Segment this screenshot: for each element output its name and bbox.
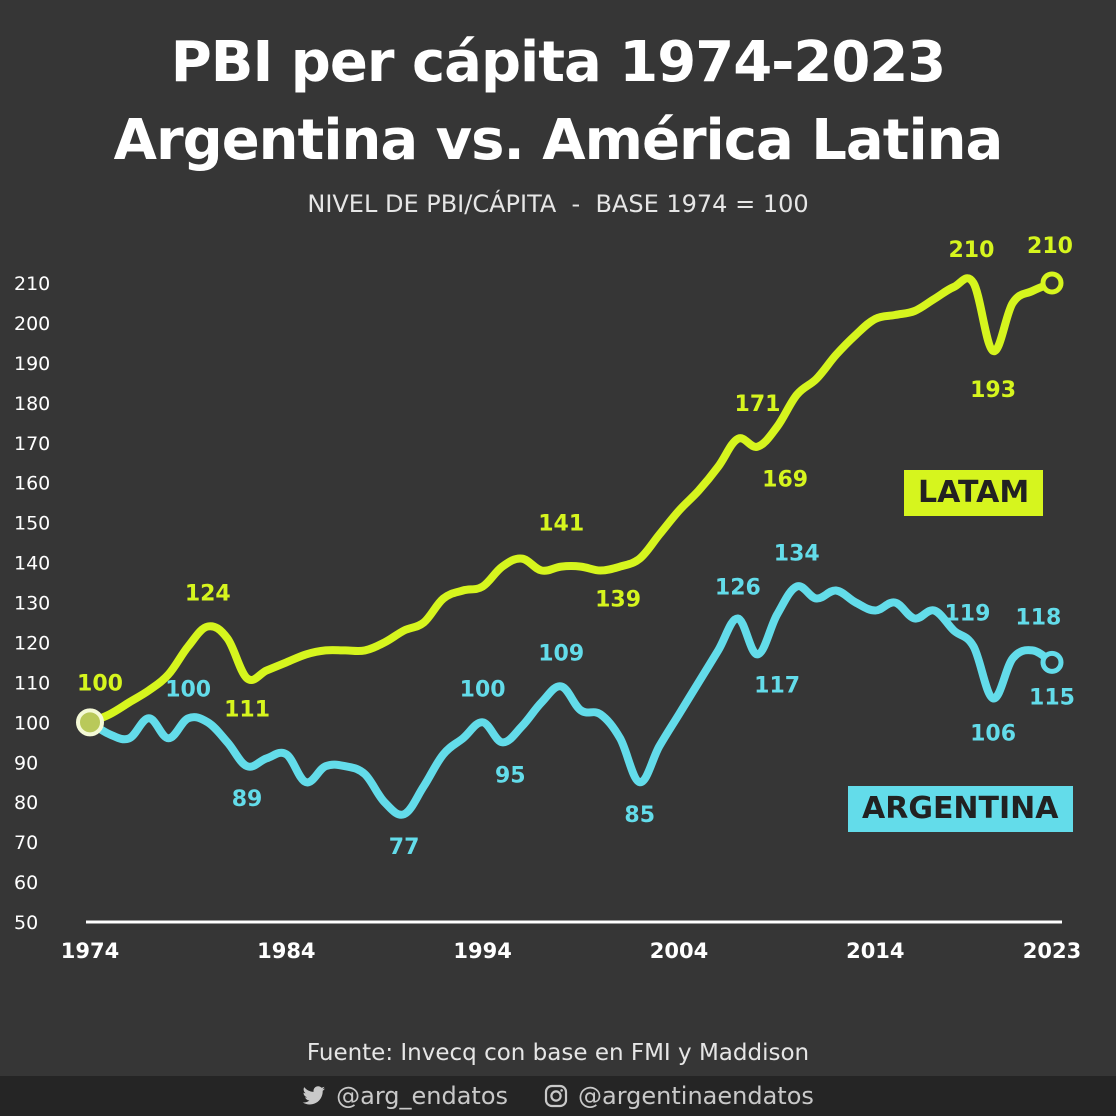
series-line-latam [86,274,1056,727]
instagram-handle[interactable]: @argentinaendatos [544,1082,814,1110]
y-tick-label: 70 [14,832,38,854]
data-label-latam: 141 [538,512,584,537]
y-tick-label: 150 [14,513,50,535]
y-tick-label: 200 [14,313,50,335]
data-label-argentina: 89 [232,787,263,812]
y-tick-label: 170 [14,433,50,455]
data-label-latam: 100 [77,671,123,696]
data-label-argentina: 95 [495,763,526,788]
twitter-handle-text: @arg_endatos [336,1082,509,1110]
chart-title-line2: Argentina vs. América Latina [113,108,1004,173]
y-tick-label: 160 [14,473,50,495]
data-label-latam: 171 [735,392,781,417]
source-note: Fuente: Invecq con base en FMI y Maddiso… [306,1040,810,1066]
y-tick-label: 210 [14,273,50,295]
data-label-argentina: 109 [538,641,584,666]
data-label-latam: 210 [949,238,995,263]
y-tick-label: 180 [14,393,50,415]
start-marker [76,708,104,737]
data-label-argentina: 134 [774,542,820,567]
data-label-argentina: 115 [1029,685,1075,710]
data-label-latam: 210 [1027,234,1073,259]
y-tick-label: 80 [14,792,38,814]
y-tick-label: 120 [14,632,50,654]
footer-bar: @arg_endatos @argentinaendatos [0,1076,1116,1116]
instagram-icon [544,1084,568,1108]
y-tick-label: 50 [14,912,38,934]
line-chart: 50 60 70 80 90 100 110 120 130 140 150 160 170 180 190… [14,234,1081,963]
twitter-handle[interactable]: @arg_endatos [302,1082,508,1110]
y-tick-label: 190 [14,353,50,375]
data-label-argentina: 100 [460,677,506,702]
data-label-argentina: 117 [754,673,800,698]
x-axis-ticks: 1974 1984 1994 2004 2014 2023 [61,939,1081,963]
x-tick-label: 1994 [453,939,511,963]
y-tick-label: 100 [14,712,50,734]
data-label-argentina: 118 [1015,605,1061,630]
y-tick-label: 90 [14,752,38,774]
legend-argentina: ARGENTINA [848,786,1073,832]
data-label-latam: 139 [595,588,641,613]
end-marker-latam [1040,271,1064,295]
data-label-argentina: 77 [389,835,420,860]
twitter-bird-icon [302,1086,326,1105]
data-label-latam: 193 [970,378,1016,403]
data-label-argentina: 85 [624,803,655,828]
chart-title-line1: PBI per cápita 1974-2023 [170,30,947,95]
x-tick-label: 1984 [257,939,315,963]
legend-latam: LATAM [904,470,1044,516]
x-tick-label: 2014 [846,939,904,963]
x-tick-label: 1974 [61,939,119,963]
y-tick-label: 110 [14,672,50,694]
chart-subtitle: NIVEL DE PBI/CÁPITA - BASE 1974 = 100 [307,190,809,218]
x-tick-label: 2004 [650,939,708,963]
data-label-latam: 169 [762,468,808,493]
series-layer [76,271,1064,819]
data-label-argentina: 119 [945,601,991,626]
series-line-argentina [86,582,1056,819]
data-label-argentina: 126 [715,575,761,600]
end-marker-argentina [1040,650,1064,674]
y-tick-label: 130 [14,593,50,615]
data-labels: 100 124 111 141 139 171 169 210 193 210 100 89 77 100… [77,234,1075,860]
x-tick-label: 2023 [1023,939,1081,963]
y-axis-ticks: 50 60 70 80 90 100 110 120 130 140 150 160 170 180 190… [14,273,50,934]
instagram-handle-text: @argentinaendatos [578,1082,814,1110]
data-label-latam: 124 [185,581,231,606]
data-label-argentina: 100 [165,677,211,702]
y-tick-label: 60 [14,872,38,894]
y-tick-label: 140 [14,553,50,575]
data-label-argentina: 106 [970,721,1016,746]
data-label-latam: 111 [224,697,270,722]
